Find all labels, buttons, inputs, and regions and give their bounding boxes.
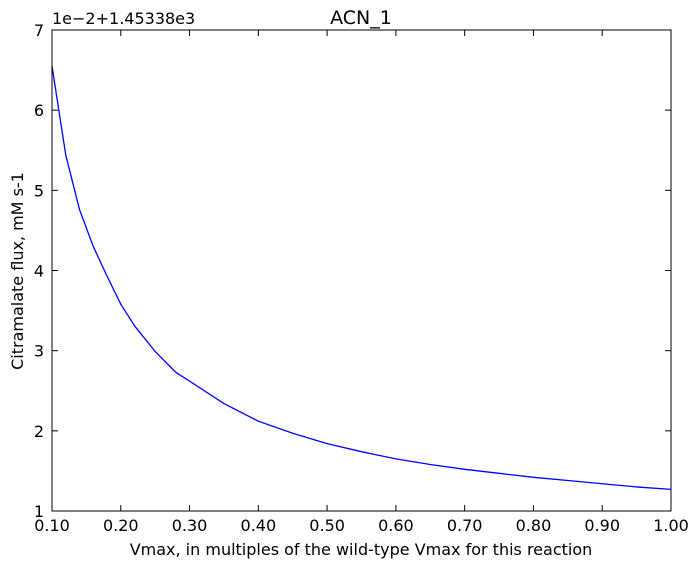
y-tick-label: 3 (34, 342, 44, 361)
x-tick-label: 0.10 (34, 516, 70, 535)
y-axis-offset-text: 1e−2+1.45338e3 (52, 9, 195, 28)
x-tick-label: 0.40 (241, 516, 277, 535)
x-tick-label: 0.90 (584, 516, 620, 535)
y-tick-label: 2 (34, 422, 44, 441)
y-axis-label: Citramalate flux, mM s-1 (8, 172, 27, 370)
x-tick-label: 0.80 (516, 516, 552, 535)
y-tick-label: 4 (34, 262, 44, 281)
y-tick-label: 7 (34, 21, 44, 40)
x-axis-label: Vmax, in multiples of the wild-type Vmax… (130, 540, 593, 559)
y-tick-label: 1 (34, 502, 44, 521)
x-tick-label: 0.60 (378, 516, 414, 535)
y-tick-label: 5 (34, 181, 44, 200)
x-tick-label: 0.20 (103, 516, 139, 535)
plot-area: 0.10 0.20 0.30 0.40 0.50 0.60 0.70 0.80 0.90 1.00… (34, 21, 689, 535)
x-tick-label: 0.30 (172, 516, 208, 535)
x-tick-label: 1.00 (653, 516, 689, 535)
x-tick-label: 0.70 (447, 516, 483, 535)
chart-title: ACN_1 (330, 7, 392, 29)
plot-frame (51, 29, 672, 512)
x-tick-label: 0.50 (309, 516, 345, 535)
y-tick-label: 6 (34, 101, 44, 120)
series-line (51, 65, 672, 491)
